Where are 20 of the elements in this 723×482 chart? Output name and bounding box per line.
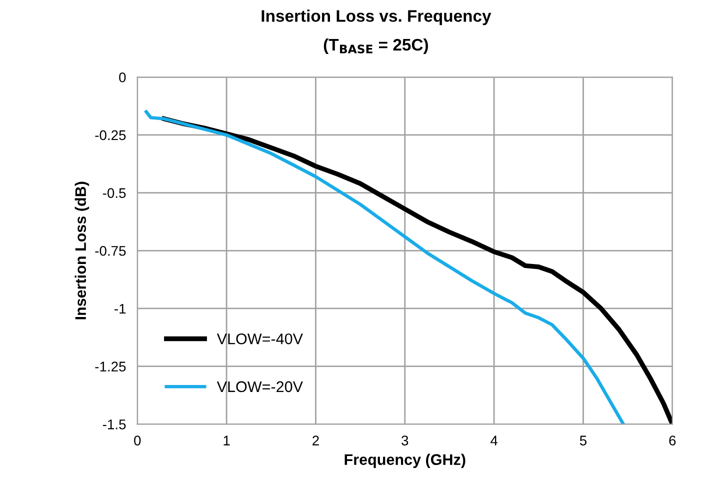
x-tick-label: 0 — [134, 436, 141, 446]
chart-subtitle: (T$_{BASE}$ = 25C) — [324, 38, 428, 54]
chart-title: Insertion Loss vs. Frequency — [262, 10, 492, 26]
y-tick-label: 0 — [119, 72, 126, 82]
y-tick-label: -1.5 — [102, 420, 126, 430]
x-tick-label: 6 — [669, 436, 676, 446]
x-tick-label: 3 — [402, 436, 408, 446]
y-tick-label: -0.25 — [95, 130, 126, 140]
x-axis-title: Frequency (GHz) — [344, 454, 466, 468]
x-tick-label: 2 — [312, 436, 319, 446]
y-tick-label: -1 — [114, 304, 126, 314]
y-axis-title: Insertion Loss (dB) — [74, 182, 90, 320]
x-tick-label: 5 — [580, 436, 586, 446]
x-tick-label: 4 — [490, 436, 498, 446]
y-tick-label: -1.25 — [95, 362, 126, 372]
legend-label: VLOW=-40V — [216, 333, 303, 344]
x-tick-label: 1 — [224, 436, 230, 446]
legend-label: VLOW=-20V — [216, 381, 303, 392]
y-tick-label: -0.75 — [95, 246, 126, 256]
y-tick-label: -0.5 — [102, 188, 126, 198]
